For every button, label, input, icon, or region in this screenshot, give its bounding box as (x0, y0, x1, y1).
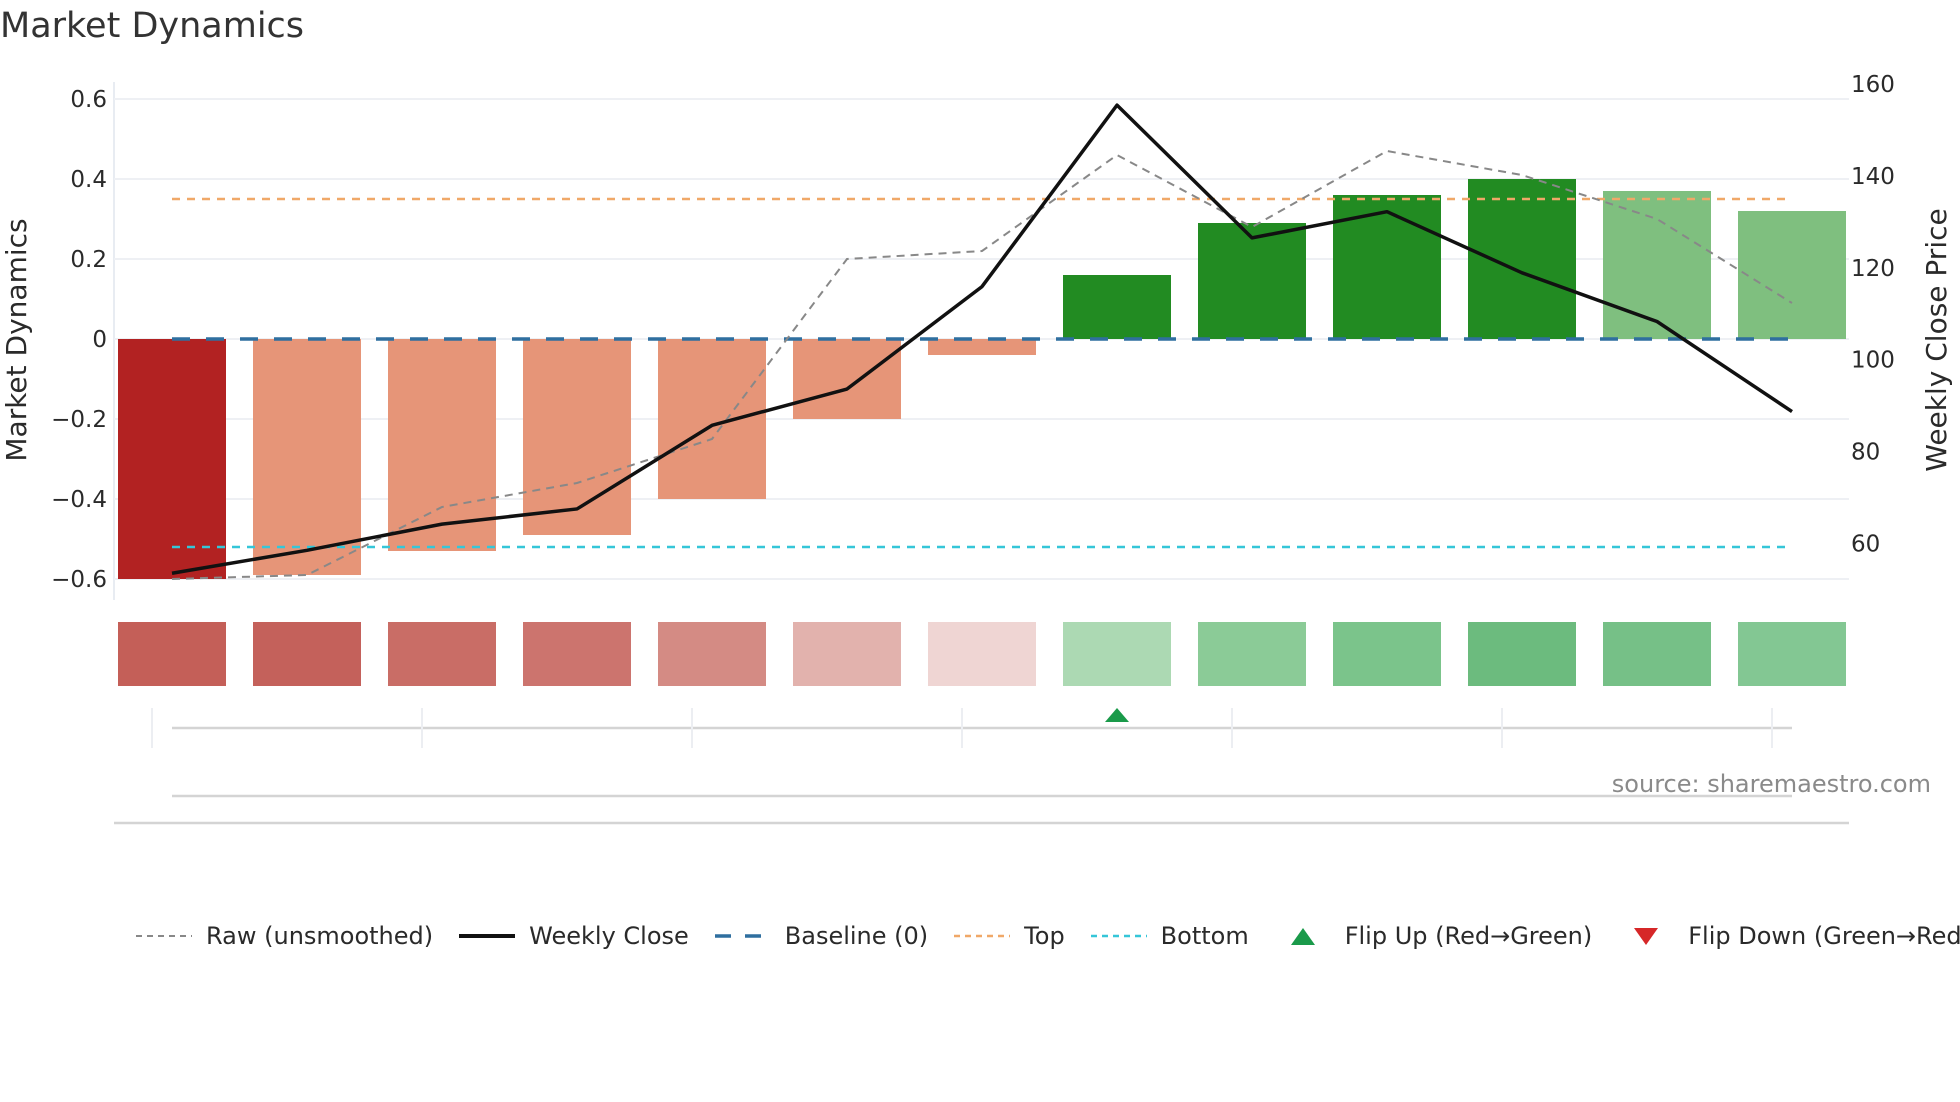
left-tick-label: −0.2 (51, 407, 107, 433)
gridlines (113, 82, 1849, 600)
legend-label: Bottom (1160, 922, 1249, 950)
heat-cell (118, 622, 226, 686)
bar (118, 339, 226, 579)
left-tick-label: −0.4 (51, 487, 107, 513)
heat-cell (793, 622, 901, 686)
heat-strip (118, 622, 1846, 686)
legend-item: Bottom (1089, 922, 1249, 950)
triangle-down-icon (1634, 928, 1659, 945)
right-tick-label: 120 (1851, 256, 1895, 282)
right-axis-title: Weekly Close Price (1920, 208, 1953, 471)
close-solid-icon (459, 934, 516, 938)
right-tick-label: 160 (1851, 72, 1895, 98)
heat-cell (928, 622, 1036, 686)
bar (1738, 211, 1846, 339)
left-axis-ticks: 0.6 0.4 0.2 0 −0.2 −0.4 −0.6 (51, 87, 107, 593)
heat-cell (1198, 622, 1306, 686)
heat-cell (253, 622, 361, 686)
bottom-dotted-icon (1090, 934, 1147, 938)
heat-cell (658, 622, 766, 686)
raw-dashed-icon (136, 935, 192, 937)
right-axis-ticks: 160 140 120 100 80 60 (1851, 72, 1895, 557)
reference-lines (172, 197, 1802, 549)
legend-label: Flip Down (Green→Red) (1688, 922, 1960, 950)
right-tick-label: 60 (1851, 531, 1880, 557)
legend-item: Flip Up (Red→Green) (1273, 922, 1593, 950)
line-series (171, 103, 1793, 580)
heat-cell (388, 622, 496, 686)
right-tick-label: 100 (1851, 348, 1895, 374)
bar (253, 339, 361, 575)
lower-axis (114, 708, 1849, 825)
raw-line (171, 149, 1793, 580)
triangle-up-icon (1290, 928, 1315, 945)
bar (793, 339, 901, 419)
bar (1198, 223, 1306, 339)
bar-series (118, 179, 1846, 579)
flip-markers (1105, 708, 1129, 722)
heat-cell (1063, 622, 1171, 686)
heat-cell (1603, 622, 1711, 686)
left-tick-label: 0.2 (70, 247, 107, 273)
left-axis-title: Market Dynamics (0, 218, 33, 461)
weekly-close-line (171, 103, 1793, 575)
legend-label: Baseline (0) (784, 922, 929, 950)
heat-cell (1738, 622, 1846, 686)
source-label: source: sharemaestro.com (1612, 770, 1931, 798)
heat-cell (523, 622, 631, 686)
bar (928, 339, 1036, 355)
legend-label: Top (1024, 922, 1065, 950)
heat-cell (1468, 622, 1576, 686)
left-tick-label: 0 (92, 327, 107, 353)
legend: Raw (unsmoothed) Weekly Close Baseline (0)… (134, 922, 1960, 950)
bar (1468, 179, 1576, 339)
heat-cell (1333, 622, 1441, 686)
right-tick-label: 80 (1851, 440, 1880, 466)
flip-up-marker (1105, 708, 1129, 722)
legend-label: Weekly Close (529, 922, 689, 950)
legend-label: Flip Up (Red→Green) (1344, 922, 1593, 950)
legend-item: Weekly Close (457, 922, 689, 950)
bar (658, 339, 766, 499)
chart-title: Market Dynamics (0, 6, 305, 46)
right-tick-label: 140 (1851, 164, 1895, 190)
legend-item: Flip Down (Green→Red) (1616, 922, 1960, 950)
legend-label: Raw (unsmoothed) (206, 922, 434, 950)
bar (388, 339, 496, 551)
baseline-dashed-icon (714, 934, 771, 938)
left-tick-label: 0.4 (70, 167, 107, 193)
bar (523, 339, 631, 535)
bar (1333, 195, 1441, 339)
legend-item: Baseline (0) (713, 922, 928, 950)
legend-item: Top (952, 922, 1065, 950)
legend-item: Raw (unsmoothed) (134, 922, 433, 950)
top-dotted-icon (954, 934, 1011, 938)
bar (1063, 275, 1171, 339)
left-tick-label: 0.6 (70, 87, 107, 113)
bar (1603, 191, 1711, 339)
left-tick-label: −0.6 (51, 567, 107, 593)
